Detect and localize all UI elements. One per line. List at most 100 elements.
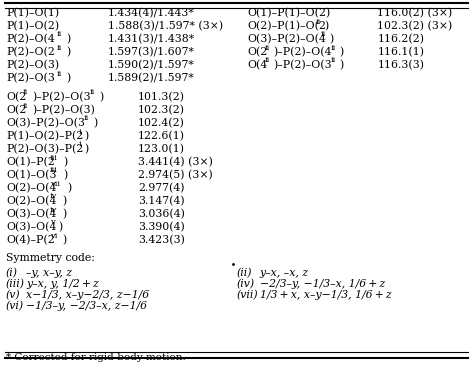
Text: ii: ii: [57, 43, 62, 51]
Text: ii: ii: [320, 31, 326, 39]
Text: )–P(2)–O(3): )–P(2)–O(3): [32, 105, 95, 115]
Text: 116.0(2) (3×): 116.0(2) (3×): [377, 8, 453, 18]
Text: 116.1(1): 116.1(1): [377, 47, 424, 57]
Text: vi: vi: [50, 231, 57, 240]
Text: iv: iv: [50, 192, 57, 200]
Text: O(4: O(4: [247, 60, 268, 70]
Text: ): ): [324, 21, 328, 31]
Text: ): ): [329, 34, 334, 44]
Text: 3.390(4): 3.390(4): [138, 222, 184, 232]
Text: 3.423(3): 3.423(3): [138, 235, 185, 245]
Text: y–x, –x, z: y–x, –x, z: [260, 268, 309, 278]
Text: 123.0(1): 123.0(1): [138, 144, 185, 154]
Text: ): ): [62, 209, 66, 219]
Text: O(3)–O(4: O(3)–O(4: [6, 222, 56, 232]
Text: (v): (v): [6, 290, 20, 300]
Text: iv: iv: [50, 206, 57, 214]
Text: ): ): [63, 157, 67, 167]
Text: 2.977(4): 2.977(4): [138, 183, 184, 193]
Text: ): ): [84, 131, 88, 141]
Text: ii: ii: [330, 43, 336, 51]
Text: v: v: [50, 218, 55, 226]
Text: ): ): [66, 34, 70, 44]
Text: ii: ii: [84, 115, 89, 122]
Text: O(1)–P(1)–O(2): O(1)–P(1)–O(2): [247, 8, 331, 18]
Text: −2/3–y, −1/3–x, 1/6 + z: −2/3–y, −1/3–x, 1/6 + z: [260, 279, 385, 289]
Text: O(4)–P(2: O(4)–P(2: [6, 235, 55, 245]
Text: x−1/3, x–y−2/3, z−1/6: x−1/3, x–y−2/3, z−1/6: [26, 290, 149, 300]
Text: )–P(2)–O(3: )–P(2)–O(3: [32, 92, 91, 102]
Text: Symmetry code:: Symmetry code:: [6, 253, 95, 263]
Text: O(3)–O(4: O(3)–O(4: [6, 209, 56, 219]
Text: ii: ii: [264, 43, 270, 51]
Text: 102.4(2): 102.4(2): [138, 118, 185, 128]
Text: P(1)–O(2): P(1)–O(2): [6, 21, 59, 31]
Text: i: i: [79, 127, 82, 135]
Text: ): ): [58, 222, 62, 232]
Text: 116.3(3): 116.3(3): [377, 60, 424, 70]
Text: 1.597(3)/1.607*: 1.597(3)/1.607*: [108, 47, 195, 57]
Text: iii: iii: [50, 153, 58, 161]
Text: (i): (i): [6, 268, 18, 278]
Text: –y, x–y, z: –y, x–y, z: [26, 268, 72, 278]
Text: 101.3(2): 101.3(2): [138, 92, 185, 102]
Text: ): ): [93, 118, 97, 128]
Text: )–P(2)–O(4: )–P(2)–O(4: [273, 47, 332, 57]
Text: P(1)–O(2)–P(2: P(1)–O(2)–P(2: [6, 131, 83, 141]
Text: ii: ii: [264, 56, 270, 65]
Text: 3.036(4): 3.036(4): [138, 209, 185, 219]
Text: ii: ii: [23, 88, 28, 96]
Text: ): ): [84, 144, 88, 154]
Text: 2.974(5) (3×): 2.974(5) (3×): [138, 170, 212, 180]
Text: P(2)–O(3): P(2)–O(3): [6, 60, 59, 70]
Text: O(1)–O(3: O(1)–O(3: [6, 170, 56, 180]
Text: 1.431(3)/1.438*: 1.431(3)/1.438*: [108, 34, 195, 44]
Text: ii: ii: [315, 17, 321, 25]
Text: * Corrected for rigid-body motion.: * Corrected for rigid-body motion.: [6, 353, 186, 362]
Text: (iv): (iv): [237, 279, 255, 289]
Text: ): ): [339, 47, 344, 57]
Text: P(2)–O(4: P(2)–O(4: [6, 34, 55, 44]
Text: ii: ii: [90, 88, 95, 96]
Text: P(2)–O(3: P(2)–O(3: [6, 73, 55, 83]
Text: O(2: O(2: [247, 47, 268, 57]
Text: O(2)–P(1)–O(2: O(2)–P(1)–O(2: [247, 21, 327, 31]
Text: O(2: O(2: [6, 105, 27, 115]
Text: O(2)–O(4: O(2)–O(4: [6, 183, 56, 193]
Text: O(1)–P(2: O(1)–P(2: [6, 157, 55, 167]
Text: ): ): [66, 47, 70, 57]
Text: ii: ii: [23, 102, 28, 110]
Text: iii: iii: [50, 166, 58, 175]
Text: P(2)–O(2: P(2)–O(2: [6, 47, 55, 57]
Text: ): ): [99, 92, 103, 102]
Text: (vii): (vii): [237, 290, 258, 300]
Text: ): ): [66, 73, 70, 83]
Text: −1/3–y, −2/3–x, z−1/6: −1/3–y, −2/3–x, z−1/6: [26, 301, 147, 311]
Text: i: i: [79, 141, 82, 149]
Text: ): ): [339, 60, 344, 70]
Text: )–P(2)–O(3: )–P(2)–O(3: [273, 60, 332, 70]
Text: 1.590(2)/1.597*: 1.590(2)/1.597*: [108, 60, 194, 70]
Text: ii: ii: [57, 31, 62, 39]
Text: 3.147(4): 3.147(4): [138, 196, 184, 206]
Text: 1.434(4)/1.443*: 1.434(4)/1.443*: [108, 8, 194, 18]
Text: P(1)–O(1): P(1)–O(1): [6, 8, 59, 18]
Text: ): ): [62, 235, 66, 245]
Text: ): ): [63, 170, 67, 180]
Text: 1.588(3)/1.597* (3×): 1.588(3)/1.597* (3×): [108, 21, 223, 31]
Text: P(2)–O(3)–P(2: P(2)–O(3)–P(2: [6, 144, 83, 154]
Text: 1.589(2)/1.597*: 1.589(2)/1.597*: [108, 73, 194, 83]
Text: ): ): [62, 196, 66, 206]
Text: (vi): (vi): [6, 301, 24, 311]
Text: y–x, y, 1/2 + z: y–x, y, 1/2 + z: [26, 279, 99, 289]
Text: O(3)–P(2)–O(3: O(3)–P(2)–O(3: [6, 118, 85, 128]
Text: ii: ii: [330, 56, 336, 65]
Text: (ii): (ii): [237, 268, 252, 278]
Text: O(2: O(2: [6, 92, 27, 102]
Text: vii: vii: [50, 180, 60, 187]
Text: ): ): [67, 183, 71, 193]
Text: O(2)–O(4: O(2)–O(4: [6, 196, 56, 206]
Text: 1/3 + x, x–y−1/3, 1/6 + z: 1/3 + x, x–y−1/3, 1/6 + z: [260, 290, 391, 300]
Text: 3.441(4) (3×): 3.441(4) (3×): [138, 157, 213, 167]
Text: O(3)–P(2)–O(4: O(3)–P(2)–O(4: [247, 34, 327, 44]
